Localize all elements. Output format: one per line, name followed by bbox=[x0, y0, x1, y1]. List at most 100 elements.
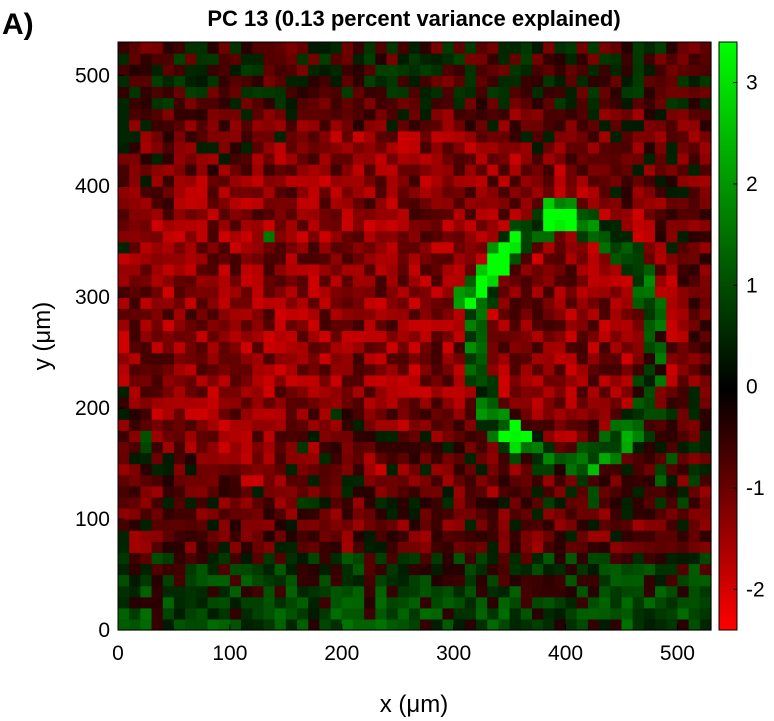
heatmap-cell bbox=[263, 86, 276, 99]
heatmap-cell bbox=[464, 541, 477, 553]
heatmap-cell bbox=[420, 86, 432, 99]
heatmap-cell bbox=[263, 319, 276, 332]
heatmap-cell bbox=[375, 485, 388, 498]
heatmap-cell bbox=[285, 496, 298, 509]
heatmap-cell bbox=[610, 408, 623, 420]
heatmap-cell bbox=[408, 42, 421, 54]
heatmap-cell bbox=[498, 596, 511, 609]
heatmap-cell bbox=[643, 463, 656, 476]
heatmap-cell bbox=[632, 374, 645, 387]
heatmap-cell bbox=[677, 507, 690, 520]
heatmap-cell bbox=[464, 441, 477, 454]
heatmap-cell bbox=[531, 397, 544, 409]
heatmap-cell bbox=[677, 241, 690, 254]
heatmap-cell bbox=[408, 108, 421, 121]
heatmap-cell bbox=[341, 363, 354, 376]
heatmap-cell bbox=[487, 430, 500, 442]
heatmap-cell bbox=[173, 607, 186, 620]
heatmap-cell bbox=[610, 441, 623, 454]
heatmap-cell bbox=[666, 385, 679, 398]
heatmap-cell bbox=[587, 319, 600, 332]
heatmap-cell bbox=[587, 552, 600, 565]
heatmap-cell bbox=[498, 618, 511, 631]
heatmap-cell bbox=[621, 397, 634, 409]
heatmap-cell bbox=[185, 230, 197, 243]
heatmap-cell bbox=[319, 42, 332, 54]
heatmap-cell bbox=[386, 219, 399, 232]
heatmap-cell bbox=[330, 419, 343, 431]
heatmap-cell bbox=[554, 385, 567, 398]
heatmap-cell bbox=[531, 219, 544, 232]
heatmap-cell bbox=[274, 552, 287, 565]
heatmap-cell bbox=[599, 519, 611, 531]
heatmap-cell bbox=[341, 374, 354, 387]
heatmap-cell bbox=[297, 252, 309, 265]
heatmap-cell bbox=[632, 341, 645, 354]
heatmap-cell bbox=[688, 119, 701, 132]
heatmap-cell bbox=[118, 408, 130, 420]
y-tick-label: 100 bbox=[75, 508, 110, 531]
heatmap-cell bbox=[375, 352, 388, 365]
heatmap-cell bbox=[543, 363, 555, 376]
heatmap-cell bbox=[431, 341, 444, 354]
heatmap-cell bbox=[476, 607, 488, 620]
heatmap-cell bbox=[364, 319, 376, 332]
heatmap-cell bbox=[632, 363, 645, 376]
heatmap-cell bbox=[531, 230, 544, 243]
heatmap-cell bbox=[543, 485, 555, 498]
heatmap-cell bbox=[330, 141, 343, 154]
heatmap-cell bbox=[688, 430, 701, 442]
heatmap-cell bbox=[453, 297, 466, 309]
heatmap-cell bbox=[677, 441, 690, 454]
heatmap-cell bbox=[252, 230, 265, 243]
heatmap-cell bbox=[498, 574, 511, 587]
heatmap-cell bbox=[162, 308, 175, 320]
heatmap-cell bbox=[263, 596, 276, 609]
heatmap-cell bbox=[352, 463, 365, 476]
heatmap-cell bbox=[431, 141, 444, 154]
heatmap-cell bbox=[274, 485, 287, 498]
heatmap-cell bbox=[375, 463, 388, 476]
heatmap-cell bbox=[185, 607, 197, 620]
heatmap-cell bbox=[587, 618, 600, 631]
heatmap-cell bbox=[677, 352, 690, 365]
heatmap-cell bbox=[520, 263, 533, 276]
heatmap-cell bbox=[263, 385, 276, 398]
heatmap-cell bbox=[688, 463, 701, 476]
heatmap-cell bbox=[151, 241, 164, 254]
heatmap-cell bbox=[453, 552, 466, 565]
heatmap-cell bbox=[677, 119, 690, 132]
heatmap-cell bbox=[688, 408, 701, 420]
heatmap-cell bbox=[464, 219, 477, 232]
heatmap-cell bbox=[263, 97, 276, 110]
heatmap-cell bbox=[543, 330, 555, 343]
heatmap-cell bbox=[520, 42, 533, 54]
heatmap-cell bbox=[632, 208, 645, 221]
heatmap-cell bbox=[599, 64, 611, 76]
heatmap-cell bbox=[118, 319, 130, 332]
heatmap-cell bbox=[554, 519, 567, 531]
heatmap-cell bbox=[285, 197, 298, 210]
heatmap-cell bbox=[599, 618, 611, 631]
heatmap-cell bbox=[431, 297, 444, 309]
heatmap-cell bbox=[274, 64, 287, 76]
heatmap-cell bbox=[699, 552, 712, 565]
heatmap-cell bbox=[196, 141, 209, 154]
heatmap-cell bbox=[162, 319, 175, 332]
heatmap-cell bbox=[509, 186, 522, 198]
heatmap-cell bbox=[151, 563, 164, 576]
heatmap-cell bbox=[297, 607, 309, 620]
heatmap-cell bbox=[330, 152, 343, 165]
heatmap-cell bbox=[531, 363, 544, 376]
heatmap-cell bbox=[185, 574, 197, 587]
heatmap-cell bbox=[520, 274, 533, 287]
heatmap-cell bbox=[531, 274, 544, 287]
heatmap-cell bbox=[386, 496, 399, 509]
heatmap-cell bbox=[621, 452, 634, 465]
heatmap-cell bbox=[364, 463, 376, 476]
heatmap-cell bbox=[699, 64, 712, 76]
heatmap-cell bbox=[587, 130, 600, 143]
heatmap-cell bbox=[185, 219, 197, 232]
heatmap-cell bbox=[554, 75, 567, 87]
